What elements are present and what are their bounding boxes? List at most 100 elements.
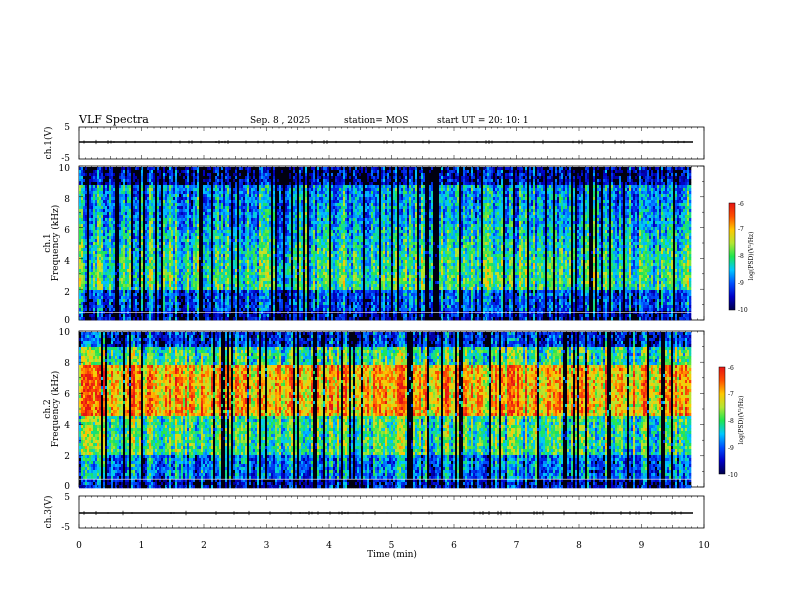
spec-cell [85, 233, 87, 236]
spec-cell [81, 269, 83, 272]
spec-cell [89, 197, 91, 200]
spec-cell [91, 293, 93, 296]
spec-cell [127, 227, 129, 230]
spec-cell [133, 302, 135, 305]
spec-cell [109, 173, 111, 176]
spec-cell [125, 185, 127, 188]
spec-cell [99, 269, 101, 272]
spec-cell [129, 317, 131, 320]
spec-cell [133, 299, 135, 302]
spec-cell [131, 296, 133, 299]
spec-cell [111, 269, 113, 272]
spec-cell [105, 314, 107, 317]
spec-cell [95, 257, 97, 260]
spec-cell [87, 287, 89, 290]
spec-cell [123, 206, 125, 209]
spec-cell [109, 251, 111, 254]
spec-cell [127, 251, 129, 254]
spec-cell [133, 233, 135, 236]
spec-cell [119, 245, 121, 248]
spec-cell [125, 221, 127, 224]
spec-cell [129, 182, 131, 185]
spec-cell [129, 251, 131, 254]
spec-cell [117, 296, 119, 299]
spec-cell [97, 263, 99, 266]
spec-cell [107, 185, 109, 188]
spec-cell [111, 194, 113, 197]
spec-cell [87, 167, 89, 170]
spec-cell [81, 251, 83, 254]
spec-cell [87, 215, 89, 218]
spec-cell [83, 257, 85, 260]
spec-cell [93, 269, 95, 272]
spec-cell [93, 230, 95, 233]
spec-cell [101, 272, 103, 275]
spec-cell [87, 212, 89, 215]
spec-cell [129, 287, 131, 290]
spec-cell [81, 188, 83, 191]
spec-cell [113, 233, 115, 236]
spec-cell [123, 284, 125, 287]
spec-cell [95, 212, 97, 215]
spec-cell [127, 224, 129, 227]
spec-cell [111, 305, 113, 308]
spec-cell [121, 263, 123, 266]
spec-cell [115, 185, 117, 188]
spec-cell [99, 296, 101, 299]
spec-cell [111, 260, 113, 263]
spec-cell [99, 224, 101, 227]
spec-cell [121, 260, 123, 263]
spec-cell [125, 278, 127, 281]
spec-cell [109, 182, 111, 185]
spec-cell [111, 170, 113, 173]
spec-cell [123, 242, 125, 245]
spec-cell [121, 188, 123, 191]
spec-cell [81, 170, 83, 173]
spec-cell [117, 257, 119, 260]
spec-cell [83, 287, 85, 290]
spec-cell [135, 182, 137, 185]
spec-cell [129, 233, 131, 236]
spec-cell [97, 242, 99, 245]
spec-cell [113, 230, 115, 233]
spec-cell [85, 218, 87, 221]
spec-cell [123, 251, 125, 254]
spec-cell [93, 179, 95, 182]
spec-cell [79, 167, 81, 170]
spec-cell [123, 296, 125, 299]
spec-cell [129, 209, 131, 212]
spec-cell [83, 224, 85, 227]
spec-cell [127, 248, 129, 251]
spec-cell [79, 251, 81, 254]
spec-cell [121, 194, 123, 197]
spec-cell [137, 173, 139, 176]
spec-cell [115, 290, 117, 293]
spec-cell [123, 290, 125, 293]
spec-cell [107, 218, 109, 221]
spec-cell [113, 245, 115, 248]
spec-cell [107, 215, 109, 218]
spec-cell [107, 197, 109, 200]
spec-cell [105, 287, 107, 290]
spec-cell [101, 317, 103, 320]
spec-cell [95, 191, 97, 194]
spec-cell [111, 221, 113, 224]
spec-cell [81, 239, 83, 242]
spec-cell [87, 197, 89, 200]
spec-cell [105, 167, 107, 170]
spec-cell [107, 260, 109, 263]
spec-cell [109, 299, 111, 302]
spec-cell [85, 188, 87, 191]
spec-cell [97, 254, 99, 257]
spec-cell [117, 221, 119, 224]
spec-cell [91, 182, 93, 185]
spec-cell [85, 230, 87, 233]
spec-cell [83, 296, 85, 299]
spec-cell [79, 206, 81, 209]
spec-cell [133, 293, 135, 296]
date-label: Sep. 8 , 2025 [250, 116, 310, 126]
spec-cell [81, 254, 83, 257]
spec-cell [103, 305, 105, 308]
spec-cell [87, 263, 89, 266]
spec-cell [109, 227, 111, 230]
